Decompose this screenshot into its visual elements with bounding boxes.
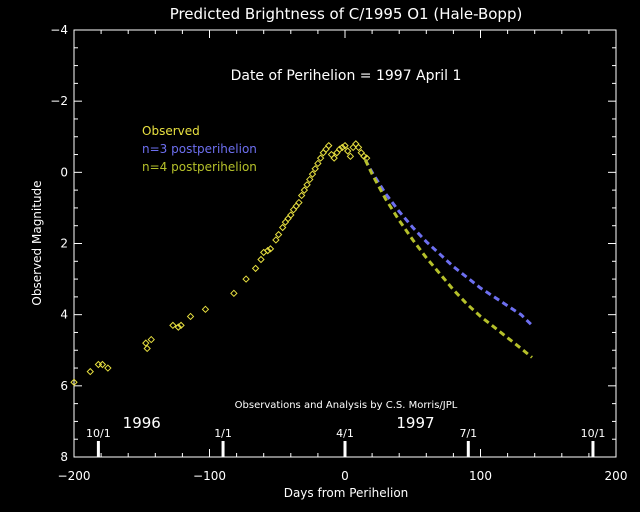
observed-point: [230, 289, 238, 298]
observed-point: [242, 275, 250, 283]
perihelion-annotation: Date of Perihelion = 1997 April 1: [231, 68, 462, 84]
chart-title: Predicted Brightness of C/1995 O1 (Hale-…: [170, 5, 523, 23]
year-label: 1996: [123, 414, 161, 432]
legend-entry: n=3 postperihelion: [142, 142, 257, 156]
legend-entry: Observed: [142, 124, 200, 138]
observed-point: [104, 364, 112, 372]
observed-point: [316, 154, 325, 162]
observed-point: [86, 367, 94, 376]
x-tick-label: 100: [469, 469, 492, 483]
observed-point: [251, 264, 260, 273]
observed-point: [344, 147, 352, 155]
x-tick-label: −200: [58, 469, 91, 483]
observed-point: [70, 378, 78, 386]
observed-point: [177, 321, 185, 330]
date-marker-label: 10/1: [86, 427, 111, 440]
legend: Observed n=3 postperihelion n=4 postperihe…: [142, 124, 257, 174]
observed-point: [169, 321, 177, 330]
y-tick-label: −2: [50, 94, 68, 108]
series-layer: [70, 140, 534, 386]
date-marker-label: 4/1: [336, 427, 354, 440]
observed-point: [143, 344, 151, 353]
observed-point: [257, 255, 265, 264]
observed-point: [274, 230, 283, 239]
y-tick-label: −4: [50, 23, 68, 37]
observed-point: [303, 181, 311, 189]
observed-point: [354, 143, 363, 152]
y-tick-label: 6: [60, 379, 68, 393]
observed-point: [346, 152, 355, 161]
y-tick-label: 2: [60, 237, 68, 251]
x-tick-label: −100: [193, 469, 226, 483]
observed-point: [147, 335, 155, 344]
y-tick-label: 4: [60, 308, 68, 322]
date-marker-label: 1/1: [214, 427, 232, 440]
observed-point: [98, 360, 107, 369]
y-tick-label: 0: [60, 165, 68, 179]
y-axis-label: Observed Magnitude: [30, 180, 44, 305]
observed-point: [295, 198, 303, 207]
observed-point: [287, 211, 295, 219]
observed-point: [272, 236, 280, 244]
observed-point: [308, 170, 317, 178]
date-markers: 10/1 1/1 4/1 7/1 10/1: [86, 427, 605, 457]
observed-point: [330, 154, 338, 162]
x-tick-label: 0: [341, 469, 349, 483]
y-tick-label: 8: [60, 450, 68, 464]
x-tick-label: 200: [605, 469, 628, 483]
x-axis-label: Days from Perihelion: [284, 486, 409, 500]
credit-text: Observations and Analysis by C.S. Morris…: [235, 400, 458, 411]
observed-point: [264, 246, 272, 255]
y-axis: −4 −2 0 2 4 6 8: [50, 23, 616, 464]
observed-point: [311, 165, 319, 173]
observed-point: [201, 305, 210, 314]
observed-point: [300, 186, 309, 194]
observed-point: [174, 323, 183, 331]
year-label: 1997: [396, 414, 434, 432]
date-marker-label: 7/1: [459, 427, 477, 440]
observed-point: [325, 141, 333, 150]
observed-point: [335, 145, 344, 153]
observed-point: [278, 223, 287, 232]
observed-point: [314, 159, 322, 168]
date-marker-label: 10/1: [581, 427, 606, 440]
observed-point: [266, 245, 275, 253]
series-line: [363, 159, 534, 327]
observed-point: [186, 312, 195, 321]
legend-entry: n=4 postperihelion: [142, 160, 257, 174]
observed-point: [297, 191, 306, 200]
observed-point: [341, 141, 349, 150]
year-labels: 1996 1997: [123, 414, 435, 432]
observed-point: [338, 143, 346, 152]
x-axis: −200 −100 0 100 200: [58, 30, 628, 483]
observed-point: [306, 175, 314, 184]
